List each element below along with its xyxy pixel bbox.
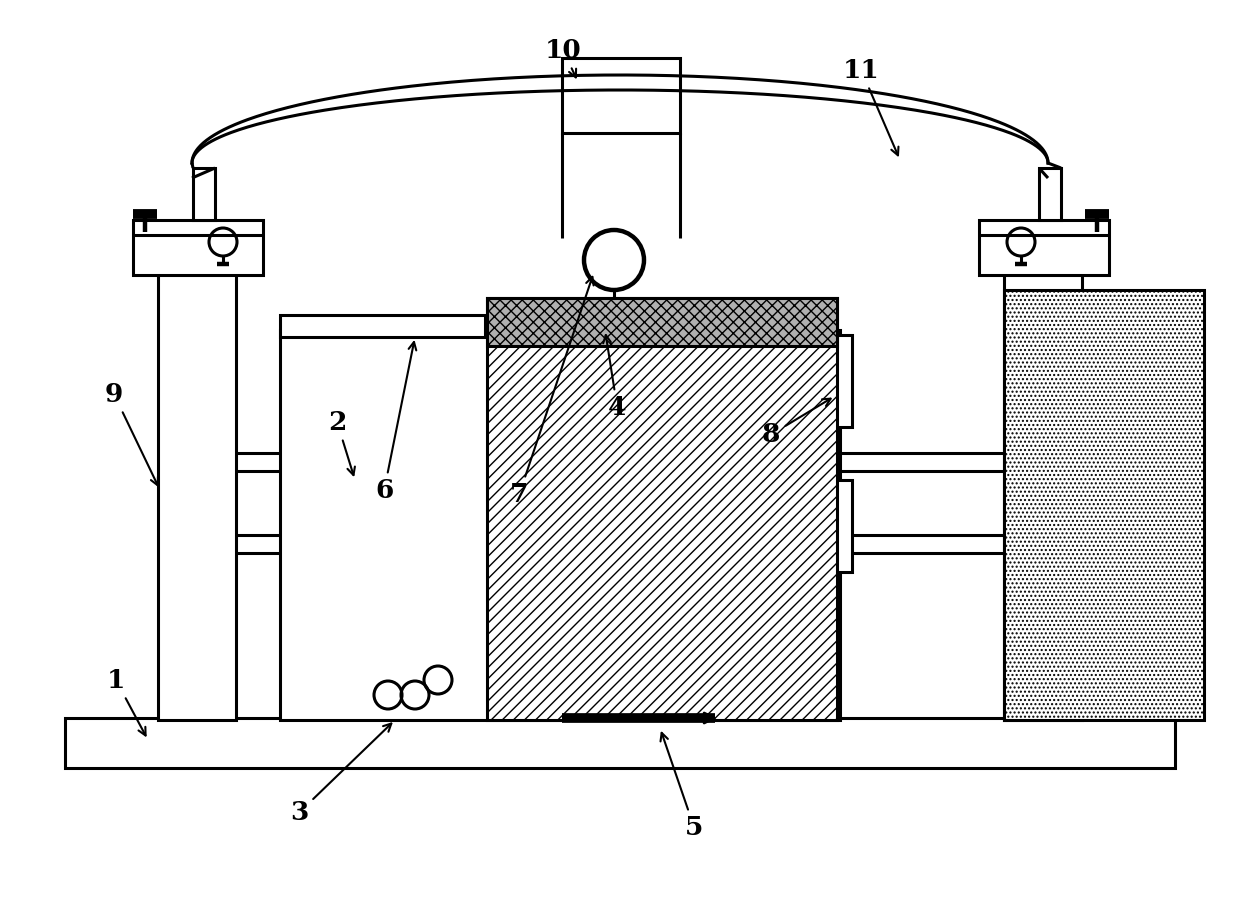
Bar — [830, 335, 852, 427]
Bar — [193, 168, 215, 220]
Bar — [980, 220, 1109, 275]
Text: 6: 6 — [374, 342, 417, 503]
Bar — [1004, 290, 1204, 720]
Text: 2: 2 — [329, 410, 355, 475]
Text: 10: 10 — [546, 38, 582, 78]
Bar — [562, 58, 680, 133]
Bar — [157, 240, 236, 720]
Bar — [1004, 240, 1083, 720]
Text: 1: 1 — [107, 668, 145, 735]
Bar — [280, 330, 839, 720]
Text: 4: 4 — [603, 335, 626, 420]
Bar — [280, 315, 485, 337]
Text: 9: 9 — [105, 382, 157, 485]
Bar — [487, 298, 837, 720]
Bar — [487, 298, 837, 346]
Bar — [1039, 168, 1061, 220]
Bar — [64, 718, 1176, 768]
Text: 8: 8 — [763, 399, 831, 447]
Bar — [133, 220, 263, 275]
Text: 5: 5 — [661, 732, 703, 840]
Text: 3: 3 — [290, 723, 392, 825]
Text: 7: 7 — [510, 277, 594, 507]
Text: 11: 11 — [843, 58, 899, 155]
Bar — [830, 480, 852, 572]
